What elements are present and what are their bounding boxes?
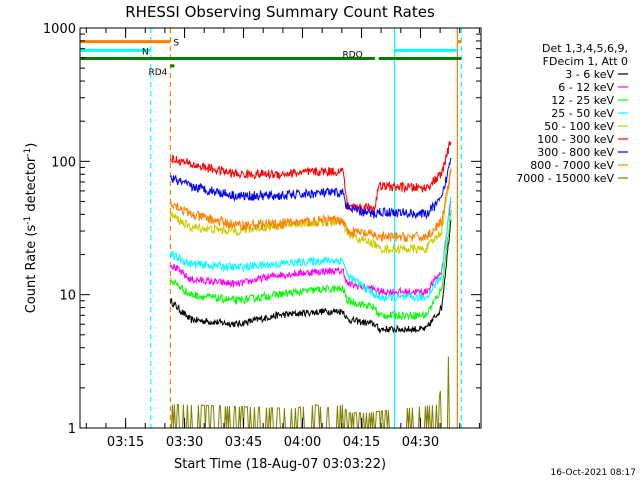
series-line [169, 210, 452, 321]
y-tick-label: 10 [59, 289, 76, 304]
plot-frame [79, 27, 482, 429]
flag-bar-label: S [173, 39, 179, 49]
x-tick-label: 04:15 [343, 435, 380, 450]
y-axis: 1 10 100 1000 [43, 22, 481, 437]
chart-title: RHESSI Observing Summary Count Rates [125, 3, 435, 21]
series-line [169, 220, 452, 334]
legend-entry-label: 25 - 50 keV [551, 107, 614, 120]
legend-entry-label: 6 - 12 keV [558, 81, 614, 94]
legend-entry-label: 800 - 7000 keV [530, 159, 614, 172]
flag-bar-label: N [142, 47, 149, 57]
x-tick-label: 04:00 [284, 435, 321, 450]
timestamp: 16-Oct-2021 08:17 [551, 468, 636, 478]
x-tick-label: 03:30 [166, 435, 203, 450]
legend-entry-label: 50 - 100 keV [544, 120, 614, 133]
y-label-part3: ) [24, 143, 39, 148]
flag-bar-label: RDO [342, 51, 362, 61]
y-label-part1: Count Rate (s [24, 225, 39, 314]
flag-bar-label: RD4 [148, 68, 167, 78]
y-tick-label: 1 [68, 422, 76, 437]
series-line [169, 168, 452, 243]
flag-bars: S N RDO RD4 [80, 39, 462, 78]
legend-header: Det 1,3,4,5,6,9, [542, 42, 628, 55]
series-line [170, 356, 452, 429]
legend-entry-label: 300 - 800 keV [537, 146, 614, 159]
y-label-sup1: -1 [23, 216, 33, 225]
series-group [169, 141, 452, 429]
y-label-part2: detector [24, 156, 39, 216]
y-tick-label: 1000 [43, 22, 76, 37]
y-axis-label: Count Rate (s-1 detector-1) [23, 143, 39, 314]
series-line [169, 141, 452, 212]
series-line [169, 157, 452, 220]
legend-entry-label: 3 - 6 keV [565, 68, 614, 81]
y-label-sup2: -1 [23, 148, 33, 157]
series-line [169, 168, 452, 255]
series-line [169, 196, 452, 303]
legend-entry-label: 7000 - 15000 keV [516, 172, 614, 185]
event-markers [150, 28, 462, 428]
legend-entry-label: 12 - 25 keV [551, 94, 614, 107]
series-line [169, 200, 452, 297]
x-tick-label: 03:45 [225, 435, 262, 450]
x-axis: 03:15 03:30 03:45 04:00 04:15 04:30 [85, 28, 480, 450]
x-axis-label: Start Time (18-Aug-07 03:03:22) [174, 457, 386, 472]
x-tick-label: 03:15 [107, 435, 144, 450]
legend-entry-label: 100 - 300 keV [537, 133, 614, 146]
legend: Det 1,3,4,5,6,9,FDecim 1, Att 03 - 6 keV… [516, 42, 628, 185]
y-tick-label: 100 [51, 155, 76, 170]
x-tick-label: 04:30 [402, 435, 439, 450]
legend-header: FDecim 1, Att 0 [543, 55, 628, 68]
